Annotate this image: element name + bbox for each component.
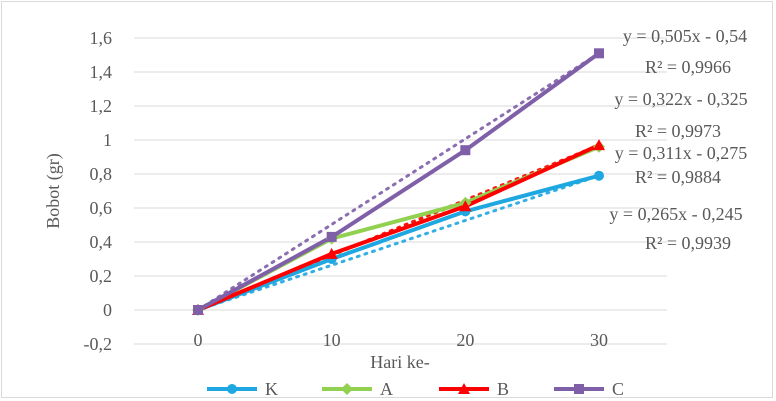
legend-marker-K — [227, 384, 237, 394]
legend-marker-C — [574, 384, 584, 394]
data-point-B — [459, 200, 472, 212]
legend-label-K: K — [265, 379, 278, 399]
y-tick-label: 1 — [103, 130, 112, 150]
legend-label-B: B — [497, 379, 509, 399]
trendline-C — [196, 51, 601, 312]
x-axis-title: Hari ke- — [370, 352, 429, 372]
x-tick-labels: 0 10 20 30 — [194, 330, 609, 350]
y-tick-label: 1,2 — [90, 96, 113, 116]
trendline-equation-K: y = 0,265x - 0,245 — [609, 204, 742, 224]
trendline-r2-K: R² = 0,9939 — [645, 233, 731, 253]
x-tick-label: 10 — [323, 330, 341, 350]
y-tick-label: 0,8 — [90, 164, 113, 184]
series-lines — [197, 51, 601, 312]
trendline-r2-B: R² = 0,9973 — [635, 121, 721, 141]
y-tick-label: 0 — [103, 300, 112, 320]
trendline-r2-A: R² = 0,9884 — [635, 167, 721, 187]
data-point-B — [325, 247, 338, 259]
y-tick-label: 0,6 — [90, 198, 113, 218]
legend-label-A: A — [380, 379, 393, 399]
trendline-equation-B: y = 0,322x - 0,325 — [614, 89, 747, 109]
data-point-C — [460, 145, 471, 156]
y-tick-label: 0,4 — [90, 232, 113, 252]
y-tick-label: 1,6 — [90, 28, 113, 48]
y-tick-label: -0,2 — [84, 334, 113, 354]
series-line-K — [197, 173, 600, 312]
trendlines — [196, 51, 601, 312]
x-tick-label: 30 — [590, 330, 608, 350]
data-point-C — [193, 305, 203, 315]
y-tick-label: 1,4 — [90, 62, 113, 82]
trendline-r2-C: R² = 0,9966 — [645, 57, 731, 77]
trendline-equations: y = 0,505x - 0,54 R² = 0,9966 y = 0,322x -… — [609, 26, 747, 253]
data-point-B — [593, 139, 605, 151]
legend-marker-A — [341, 383, 353, 395]
y-tick-labels: -0,2 0 0,2 0,4 0,6 0,8 1 1,2 1,4 1,6 — [84, 28, 113, 354]
trendline-equation-A: y = 0,311x - 0,275 — [615, 143, 747, 163]
trendline-equation-C: y = 0,505x - 0,54 — [623, 26, 747, 46]
trendline-K — [196, 174, 601, 312]
y-axis-title: Bobot (gr) — [43, 153, 64, 229]
data-point-C — [326, 231, 337, 242]
series-line-C — [197, 51, 601, 312]
series-markers — [192, 48, 605, 316]
legend-marker-B — [458, 383, 470, 394]
x-tick-label: 0 — [194, 330, 203, 350]
y-tick-label: 0,2 — [90, 266, 113, 286]
data-point-K — [594, 170, 604, 181]
data-point-C — [594, 48, 604, 59]
series-line-B — [197, 143, 600, 312]
x-tick-label: 20 — [456, 330, 474, 350]
legend-label-C: C — [612, 379, 624, 399]
gridlines — [134, 37, 667, 345]
